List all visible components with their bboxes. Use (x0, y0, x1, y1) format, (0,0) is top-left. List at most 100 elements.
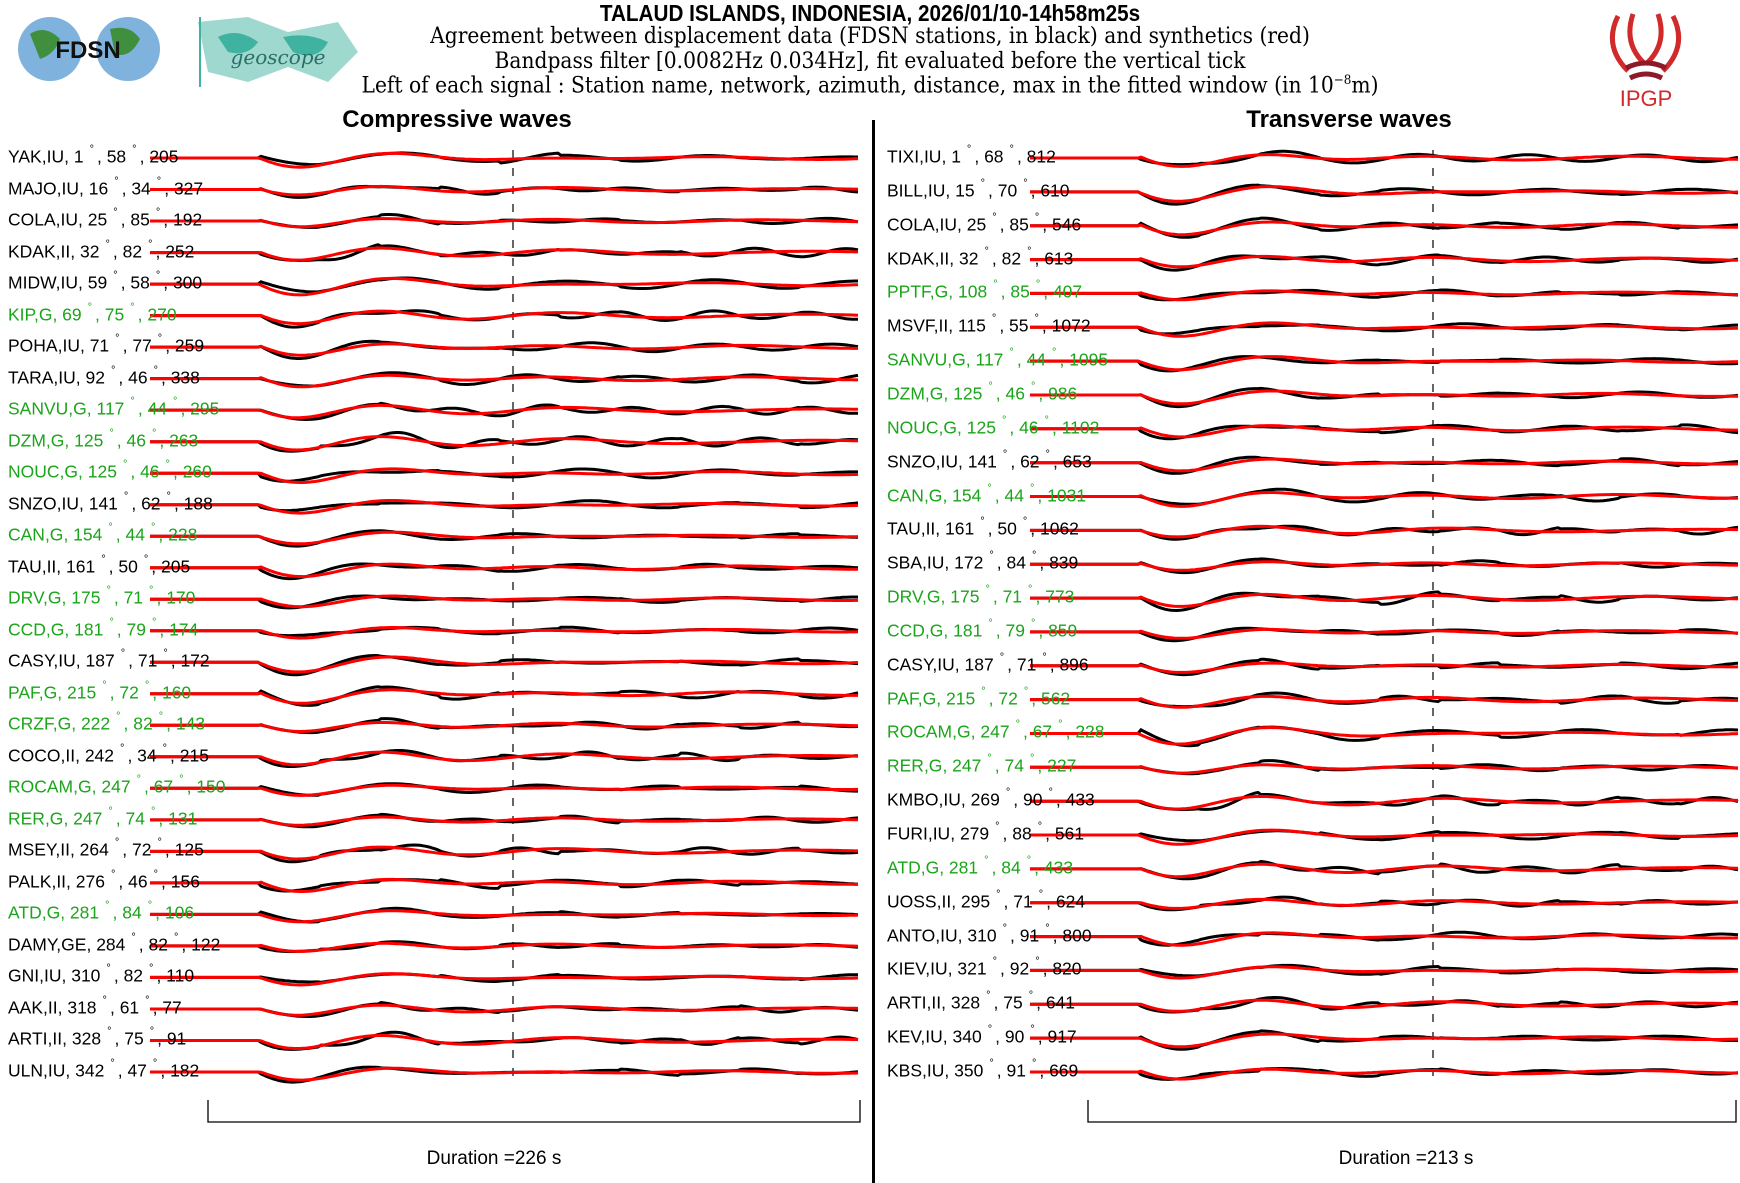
degree-sign: ° (1035, 956, 1040, 969)
station-max-amplitude: 1031 (1047, 485, 1087, 506)
station-distance: 85 (1010, 282, 1030, 303)
station-label: MIDW,IU, 59 °, 58 °, 300 (8, 269, 203, 293)
degree-sign: ° (993, 279, 998, 292)
station-distance: 75 (104, 304, 125, 325)
station-label: CAN,G, 154 °, 44 °, 1031 (887, 482, 1087, 506)
degree-sign: ° (102, 679, 107, 692)
synthetic-trace (1030, 965, 1738, 980)
station-label: DRV,G, 175 °, 71 °, 170 (8, 584, 196, 608)
station-name: CAN,G (8, 524, 64, 545)
station-max-amplitude: 188 (183, 493, 213, 514)
station-max-amplitude: 546 (1051, 214, 1082, 235)
synthetic-trace (150, 750, 859, 767)
station-azimuth: 1 (73, 146, 84, 167)
station-azimuth: 125 (87, 461, 117, 482)
station-distance: 72 (132, 839, 152, 860)
degree-sign: ° (1034, 211, 1040, 224)
synthetic-trace (1030, 220, 1738, 237)
data-trace (1030, 216, 1739, 239)
degree-sign: ° (987, 752, 992, 765)
station-name: KEV,IU (887, 1026, 943, 1047)
degree-sign: ° (130, 395, 135, 408)
station-azimuth: 310 (967, 925, 997, 946)
station-distance: 46 (128, 367, 148, 388)
station-distance: 44 (1026, 349, 1047, 370)
degree-sign: ° (106, 963, 111, 976)
station-name: ARTI,II (887, 992, 942, 1013)
station-name: FURI,IU (887, 823, 951, 844)
station-label: ATD,G, 281 °, 84 °, 433 (887, 854, 1074, 878)
station-distance: 71 (123, 587, 144, 608)
station-name: KIEV,IU (887, 959, 948, 980)
station-distance: 70 (997, 180, 1018, 201)
duration-bracket (207, 1100, 861, 1123)
station-name: TIXI,IU (887, 146, 942, 167)
degree-sign: ° (156, 175, 162, 188)
station-name: ROCAM,G (8, 776, 92, 797)
station-name: KBS,IU (887, 1060, 945, 1081)
degree-sign: ° (122, 458, 128, 471)
degree-sign: ° (980, 515, 985, 528)
data-trace (1030, 557, 1739, 575)
data-trace (150, 1065, 859, 1084)
degree-sign: ° (1023, 177, 1028, 190)
station-distance: 82 (133, 713, 153, 734)
synthetic-trace (1030, 794, 1738, 811)
station-label: TARA,IU, 92 °, 46 °, 338 (8, 364, 200, 388)
station-distance: 62 (141, 493, 161, 514)
degree-sign: ° (980, 177, 985, 190)
station-label: ARTI,II, 328 °, 75 °, 641 (887, 989, 1076, 1013)
station-name: UOSS,II (887, 891, 952, 912)
degree-sign: ° (110, 1057, 115, 1070)
synthetic-trace (1030, 862, 1739, 879)
synthetic-trace (1030, 491, 1738, 508)
station-name: KDAK,II (8, 241, 71, 262)
station-label: TAU,II, 161 °, 50 °, 1062 (887, 515, 1079, 539)
station-name: SNZO,IU (887, 451, 958, 472)
degree-sign: ° (120, 647, 126, 660)
subtitle-legend: Left of each signal : Station name, netw… (70, 73, 1671, 98)
station-max-amplitude: 143 (175, 713, 206, 734)
station-name: AAK,II (8, 997, 58, 1018)
station-distance: 92 (1009, 959, 1030, 980)
station-name: DRV,G (8, 587, 62, 608)
data-trace (150, 562, 859, 581)
degree-sign: ° (1022, 515, 1028, 528)
degree-sign: ° (992, 956, 997, 969)
synthetic-trace (150, 909, 859, 924)
degree-sign: ° (989, 1057, 994, 1070)
station-azimuth: 247 (980, 722, 1010, 743)
station-name: RER,G (887, 755, 943, 776)
degree-sign: ° (987, 1023, 993, 1036)
station-name: ARTI,II (8, 1029, 63, 1050)
station-name: POHA,IU (8, 335, 80, 356)
degree-sign: ° (116, 710, 121, 723)
synthetic-trace (1030, 321, 1739, 338)
station-distance: 84 (1001, 857, 1021, 878)
station-max-amplitude: 433 (1065, 789, 1095, 810)
station-azimuth: 175 (71, 587, 101, 608)
station-name: PAF,G (887, 688, 937, 709)
synthetic-trace (150, 246, 858, 262)
station-name: KMBO,IU (887, 789, 961, 810)
station-azimuth: 281 (948, 857, 979, 878)
data-trace (1030, 1067, 1739, 1081)
station-name: DZM,G (8, 430, 65, 451)
degree-sign: ° (1045, 448, 1050, 461)
station-max-amplitude: 131 (168, 808, 198, 829)
station-max-amplitude: 192 (172, 209, 203, 230)
station-azimuth: 125 (966, 417, 996, 438)
station-distance: 67 (1032, 722, 1053, 743)
degree-sign: ° (151, 616, 157, 629)
station-name: CASY,IU (8, 650, 76, 671)
synthetic-trace (150, 151, 858, 169)
station-label: ANTO,IU, 310 °, 91 °, 800 (887, 922, 1092, 946)
synthetic-trace (1030, 560, 1739, 572)
station-azimuth: 247 (73, 808, 103, 829)
station-max-amplitude: 917 (1047, 1026, 1077, 1047)
degree-sign: ° (988, 380, 993, 393)
station-label: PPTF,G, 108 °, 85 °, 407 (887, 279, 1083, 303)
station-azimuth: 32 (958, 248, 979, 269)
synthetic-trace (1030, 592, 1739, 608)
